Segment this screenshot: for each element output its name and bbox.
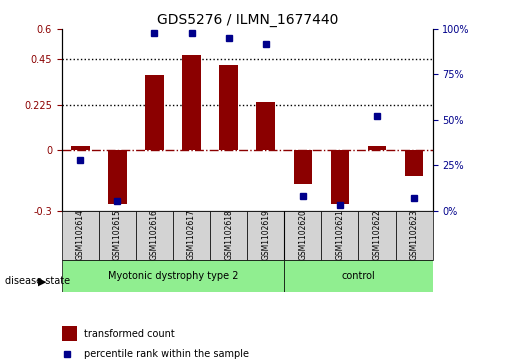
Text: GSM1102622: GSM1102622 (372, 210, 382, 260)
Text: GSM1102615: GSM1102615 (113, 209, 122, 261)
FancyBboxPatch shape (62, 211, 99, 260)
FancyBboxPatch shape (358, 211, 396, 260)
Text: disease state: disease state (5, 276, 70, 286)
Title: GDS5276 / ILMN_1677440: GDS5276 / ILMN_1677440 (157, 13, 338, 26)
Bar (108, 150, 127, 204)
Text: GSM1102614: GSM1102614 (76, 209, 85, 261)
Text: GSM1102620: GSM1102620 (298, 209, 307, 261)
FancyBboxPatch shape (99, 211, 136, 260)
Text: GSM1102616: GSM1102616 (150, 209, 159, 261)
Bar (256, 102, 275, 150)
Bar (182, 55, 201, 150)
Text: control: control (341, 271, 375, 281)
Text: transformed count: transformed count (84, 329, 175, 339)
Bar (331, 150, 349, 204)
FancyBboxPatch shape (173, 211, 210, 260)
Bar (219, 65, 238, 150)
FancyBboxPatch shape (136, 211, 173, 260)
Text: GSM1102617: GSM1102617 (187, 209, 196, 261)
Text: percentile rank within the sample: percentile rank within the sample (84, 349, 249, 359)
Text: GSM1102618: GSM1102618 (224, 210, 233, 260)
Text: ▶: ▶ (38, 276, 46, 286)
FancyBboxPatch shape (210, 211, 247, 260)
Bar (71, 146, 90, 150)
Bar (368, 146, 386, 150)
Text: GSM1102621: GSM1102621 (335, 210, 345, 260)
Text: Myotonic dystrophy type 2: Myotonic dystrophy type 2 (108, 271, 238, 281)
FancyBboxPatch shape (62, 260, 284, 292)
Bar (294, 150, 312, 184)
Text: GSM1102619: GSM1102619 (261, 209, 270, 261)
FancyBboxPatch shape (321, 211, 358, 260)
FancyBboxPatch shape (247, 211, 284, 260)
Bar (145, 76, 164, 150)
Text: GSM1102623: GSM1102623 (409, 209, 419, 261)
FancyBboxPatch shape (284, 211, 321, 260)
FancyBboxPatch shape (284, 260, 433, 292)
FancyBboxPatch shape (396, 211, 433, 260)
Bar (62, 326, 77, 341)
Bar (405, 150, 423, 176)
